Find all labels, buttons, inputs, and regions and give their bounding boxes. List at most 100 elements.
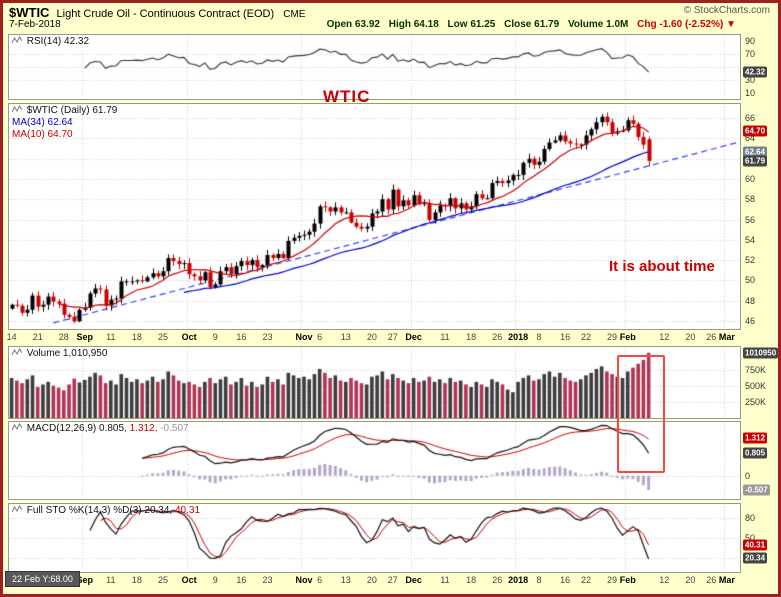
rsi-canvas [9,35,740,99]
ma10-legend: MA(10) 64.70 [12,129,73,140]
x-axis-label: 11 [440,575,450,585]
x-axis-label: 27 [387,332,398,342]
y-axis-marker: 20.34 [743,552,768,564]
y-axis-tick: 58 [745,194,756,205]
down-arrow-icon: ▼ [726,19,736,30]
y-axis-marker: 42.32 [743,66,768,78]
y-axis-marker: 40.31 [743,539,768,551]
y-axis-tick: 56 [745,214,756,225]
highlight-rectangle [617,355,665,473]
x-axis-label: 2018 [508,575,529,585]
symbol: $WTIC [9,5,50,20]
volume-legend: Volume 1,010,950 [11,347,108,360]
y-axis-marker: 62.64 [743,146,768,158]
y-axis-tick: 80 [745,512,756,523]
y-axis-marker: 1.312 [743,432,768,444]
ma34-legend: MA(34) 62.64 [12,117,73,128]
x-axis-label: 26 [492,332,503,342]
quote-line: Open 63.92 High 64.18 Low 61.25 Close 61… [327,19,736,30]
rsi-legend: RSI(14) 42.32 [11,35,90,48]
y-axis-tick: 500K [745,380,767,391]
y-axis-tick: 30 [745,74,756,85]
chart-header: © StockCharts.com $WTIC Light Crude Oil … [9,5,770,20]
close-label: Close [504,19,532,30]
rsi-panel: RSI(14) 42.32 [8,34,741,100]
copyright: © StockCharts.com [683,5,770,16]
x-axis-label: 21 [32,332,43,342]
x-axis-label: Sep [76,575,93,585]
x-axis-label: 28 [58,332,69,342]
x-axis-label: 12 [659,575,670,585]
rsi-value: 42.32 [64,36,90,47]
x-axis-label: 25 [158,332,169,342]
x-axis-label: Nov [295,575,313,585]
y-axis-marker: 64.70 [743,125,768,137]
y-axis-tick: 70 [745,49,756,60]
price-value: 61.79 [92,105,118,116]
quote-header: Open 63.92 High 64.18 Low 61.25 Close 61… [9,19,736,30]
macd-value: 0.805, [99,423,127,434]
x-axis-label: 11 [440,332,450,342]
sto-k-value: 20.34, [144,505,173,516]
x-axis-label: 20 [366,575,377,585]
y-axis-tick: 0 [745,470,751,481]
x-axis-label: 18 [131,575,142,585]
wtic-annotation: WTIC [323,87,371,106]
x-axis-label: 20 [685,332,696,342]
close-value: 61.79 [534,19,560,30]
high-value: 64.18 [413,19,439,30]
rsi-label: RSI(14) [26,36,62,47]
x-axis-label: 8 [536,575,542,585]
x-axis-label: Mar [718,332,735,342]
volume-legend-label: Volume [26,348,61,359]
y-axis-tick: 48 [745,295,756,306]
macd-signal-value: 1.312, [129,423,158,434]
macd-label: MACD(12,26,9) [26,423,97,434]
x-axis-label: 13 [340,575,351,585]
x-axis-label: 9 [212,575,218,585]
low-value: 61.25 [470,19,496,30]
crosshair-tooltip: 22 Feb Y:68.00 [5,571,80,587]
macd-legend: MACD(12,26,9) 0.805, 1.312, -0.507 [11,422,189,435]
x-axis-label: Dec [405,332,422,342]
indicator-icon [11,35,23,44]
change-value: -1.60 (-2.52%) [659,19,724,30]
x-axis-label: Oct [181,332,197,342]
x-axis-label: 6 [317,332,323,342]
exchange: CME [283,9,306,20]
x-axis-label: 29 [607,575,618,585]
volume-legend-value: 1,010,950 [62,348,108,359]
x-axis-label: 22 [580,575,591,585]
x-axis-label: 26 [706,575,717,585]
y-axis-tick: 66 [745,113,756,124]
price-legend: $WTIC (Daily) 61.79 MA(34) 62.64 MA(10) … [11,104,118,141]
y-axis-tick: 64 [745,133,756,144]
x-axis-label: 26 [706,332,717,342]
volume-value: 1.0M [606,19,629,30]
x-axis-label: 23 [262,575,273,585]
x-axis-label: Feb [619,575,636,585]
y-axis-tick: 46 [745,315,756,326]
x-axis-label: 25 [158,575,169,585]
low-label: Low [447,19,468,30]
sto-label: Full STO %K(14,3) %D(3) [26,505,142,516]
x-axis-label: 6 [317,575,323,585]
x-axis-label: 16 [236,332,247,342]
y-axis-marker: 0.805 [743,447,768,459]
y-axis-marker: -0.507 [743,484,770,496]
y-axis-tick: 52 [745,255,756,266]
y-axis-tick: 50 [745,275,756,286]
y-axis-tick: 10 [745,87,756,98]
x-axis-label: 16 [560,575,571,585]
x-axis-label: 9 [212,332,218,342]
x-axis-label: Dec [405,575,422,585]
x-axis-label: 27 [387,575,398,585]
indicator-icon [11,104,23,113]
sto-canvas [9,504,740,572]
chart-date: 7-Feb-2018 [9,19,61,30]
price-panel: $WTIC (Daily) 61.79 MA(34) 62.64 MA(10) … [8,103,741,330]
y-axis-tick: 750K [745,364,767,375]
y-axis-tick: 90 [745,36,756,47]
x-axis-label: 18 [131,332,142,342]
x-axis-label: 20 [366,332,377,342]
